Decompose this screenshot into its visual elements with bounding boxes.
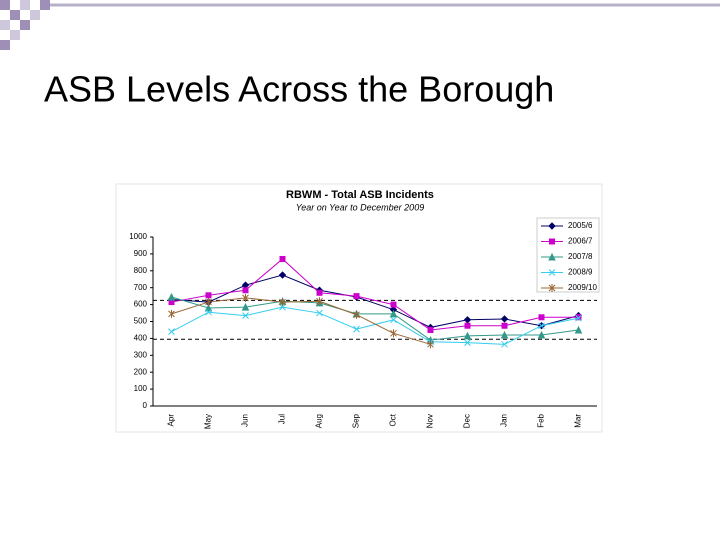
series-line bbox=[171, 258, 579, 331]
point bbox=[390, 301, 397, 308]
point bbox=[242, 293, 249, 302]
point bbox=[205, 298, 212, 307]
point bbox=[389, 309, 398, 318]
chart-frame bbox=[115, 183, 603, 433]
slide-title: ASB Levels Across the Borough bbox=[44, 69, 554, 110]
point bbox=[241, 303, 250, 311]
legend-marker bbox=[548, 222, 556, 230]
x-tick-label: Feb bbox=[537, 413, 546, 427]
legend-box bbox=[536, 217, 600, 293]
point bbox=[279, 298, 286, 307]
series-line bbox=[171, 274, 579, 328]
point bbox=[464, 322, 471, 329]
y-tick-label: 1000 bbox=[129, 232, 147, 241]
point bbox=[537, 330, 546, 339]
x-tick-label: Apr bbox=[167, 414, 176, 427]
y-tick-label: 100 bbox=[134, 384, 148, 393]
point bbox=[574, 325, 583, 334]
point bbox=[501, 340, 508, 348]
point bbox=[242, 287, 249, 294]
point bbox=[501, 322, 508, 329]
y-tick-label: 300 bbox=[134, 350, 148, 359]
point bbox=[500, 330, 509, 339]
point bbox=[167, 292, 176, 301]
y-tick-label: 500 bbox=[134, 317, 148, 326]
legend-label: 2008/9 bbox=[568, 268, 593, 277]
point bbox=[316, 289, 323, 296]
point bbox=[278, 271, 287, 279]
point bbox=[538, 314, 545, 321]
x-tick-label: Jun bbox=[241, 414, 250, 427]
legend-label: 2005/6 bbox=[568, 221, 593, 230]
series-line bbox=[171, 296, 579, 341]
x-tick-label: Dec bbox=[463, 414, 472, 428]
point bbox=[538, 322, 545, 330]
point bbox=[353, 310, 360, 319]
legend-marker bbox=[548, 284, 556, 292]
x-tick-label: Nov bbox=[426, 414, 435, 428]
point bbox=[463, 331, 472, 340]
y-tick-label: 800 bbox=[134, 266, 148, 275]
legend-label: 2007/8 bbox=[568, 252, 593, 261]
y-tick-label: 700 bbox=[134, 283, 148, 292]
x-tick-label: Mar bbox=[574, 414, 583, 428]
x-tick-label: Jul bbox=[278, 414, 287, 424]
corner-decoration bbox=[0, 0, 720, 50]
series-line bbox=[171, 297, 431, 345]
legend-label: 2006/7 bbox=[568, 237, 593, 246]
y-tick-label: 200 bbox=[134, 367, 148, 376]
x-tick-label: Jan bbox=[500, 414, 509, 427]
point bbox=[204, 303, 213, 312]
point bbox=[427, 340, 434, 349]
legend-marker bbox=[548, 269, 556, 276]
legend-marker bbox=[548, 252, 556, 261]
legend-label: 2009/10 bbox=[568, 283, 597, 292]
x-tick-label: Oct bbox=[389, 413, 398, 426]
point bbox=[500, 315, 509, 323]
point bbox=[279, 303, 286, 311]
point bbox=[575, 314, 582, 322]
chart-title: RBWM - Total ASB Incidents bbox=[286, 189, 434, 201]
point bbox=[464, 339, 471, 346]
point bbox=[390, 329, 397, 338]
point bbox=[205, 308, 212, 316]
x-tick-label: May bbox=[204, 414, 213, 429]
point bbox=[575, 314, 582, 321]
point bbox=[316, 297, 323, 306]
point bbox=[168, 309, 175, 318]
x-tick-label: Aug bbox=[315, 414, 324, 428]
y-tick-label: 900 bbox=[134, 249, 148, 258]
x-tick-label: Sep bbox=[352, 413, 361, 428]
point bbox=[242, 312, 249, 319]
point bbox=[205, 292, 212, 299]
point bbox=[168, 328, 175, 335]
point bbox=[279, 255, 286, 262]
point bbox=[390, 316, 397, 324]
point bbox=[353, 325, 360, 333]
point bbox=[427, 326, 434, 333]
y-tick-label: 600 bbox=[134, 300, 148, 309]
chart-subtitle: Year on Year to December 2009 bbox=[296, 202, 424, 212]
y-tick-label: 400 bbox=[134, 334, 148, 343]
point bbox=[353, 293, 360, 300]
y-tick-label: 0 bbox=[143, 401, 148, 410]
point bbox=[316, 309, 323, 317]
legend-marker bbox=[549, 238, 555, 245]
